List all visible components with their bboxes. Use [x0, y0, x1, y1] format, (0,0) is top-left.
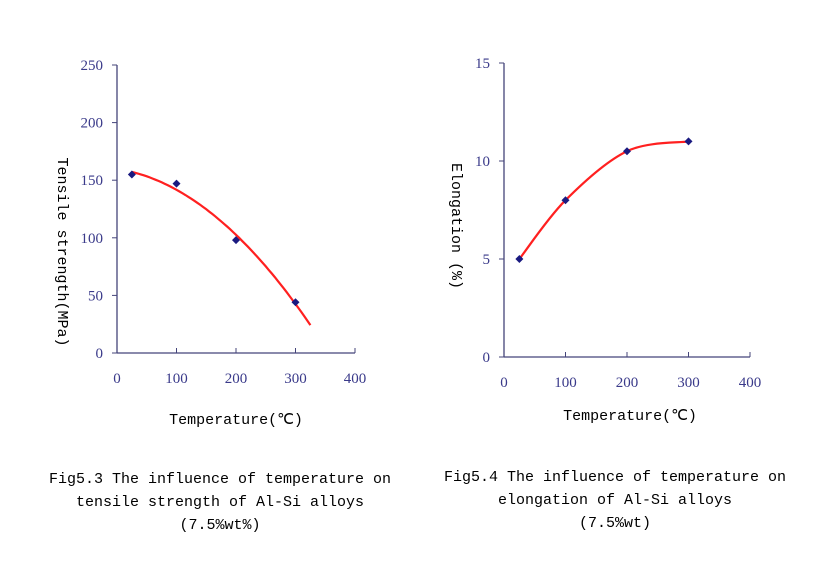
x-tick-label: 300: [284, 371, 307, 387]
data-point: [623, 147, 631, 156]
y-tick-label: 100: [81, 231, 104, 247]
y-axis-label: Elongation (%): [447, 163, 464, 289]
caption-fig5-3: Fig5.3 The influence of temperature on te…: [40, 468, 400, 537]
y-tick-label: 0: [483, 350, 491, 366]
x-tick-label: 300: [677, 375, 700, 391]
x-axis-label: Temperature(℃): [563, 408, 697, 425]
x-axis-label: Temperature(℃): [169, 412, 303, 429]
caption-line: elongation of Al-Si alloys: [497, 492, 733, 509]
x-tick-label: 200: [616, 375, 639, 391]
caption-line: (7.5%wt%): [179, 517, 261, 534]
x-tick-label: 400: [344, 371, 367, 387]
chart-2: 0 100 200 300 400 0 5 10 15 Temperature(℃) Elongat…: [447, 56, 761, 425]
y-tick-label: 0: [96, 346, 104, 362]
y-tick-label: 50: [88, 288, 103, 304]
caption-line: Fig5.4 The influence of temperature on: [443, 469, 787, 486]
chart-1: 0 100 200 300 400 0 50 100 150 200 250 Temperature(…: [53, 58, 366, 429]
x-tick-label: 0: [113, 371, 121, 387]
x-tick-label: 100: [554, 375, 577, 391]
caption-line: (7.5%wt): [578, 515, 651, 532]
y-tick-label: 200: [81, 116, 104, 132]
x-tick-label: 0: [500, 375, 508, 391]
x-tick-label: 400: [739, 375, 762, 391]
y-tick-label: 250: [81, 58, 104, 74]
y-tick-label: 10: [475, 154, 490, 170]
series-line: [518, 140, 689, 260]
y-axis-label: Tensile strength(MPa): [53, 157, 70, 346]
data-point: [127, 170, 136, 179]
x-tick-label: 200: [225, 371, 248, 387]
data-point: [684, 137, 693, 146]
data-point: [515, 255, 524, 263]
data-point: [291, 298, 300, 307]
x-tick-label: 100: [165, 371, 188, 387]
data-point: [561, 196, 570, 205]
y-tick-label: 15: [475, 56, 490, 72]
data-point: [172, 179, 181, 188]
y-tick-label: 5: [483, 252, 491, 268]
caption-line: Fig5.3 The influence of temperature on: [48, 471, 392, 488]
data-point: [232, 236, 240, 245]
trendline: [131, 170, 312, 326]
caption-fig5-4: Fig5.4 The influence of temperature on el…: [435, 466, 795, 535]
y-tick-label: 150: [81, 173, 104, 189]
caption-line: tensile strength of Al-Si alloys: [75, 494, 365, 511]
